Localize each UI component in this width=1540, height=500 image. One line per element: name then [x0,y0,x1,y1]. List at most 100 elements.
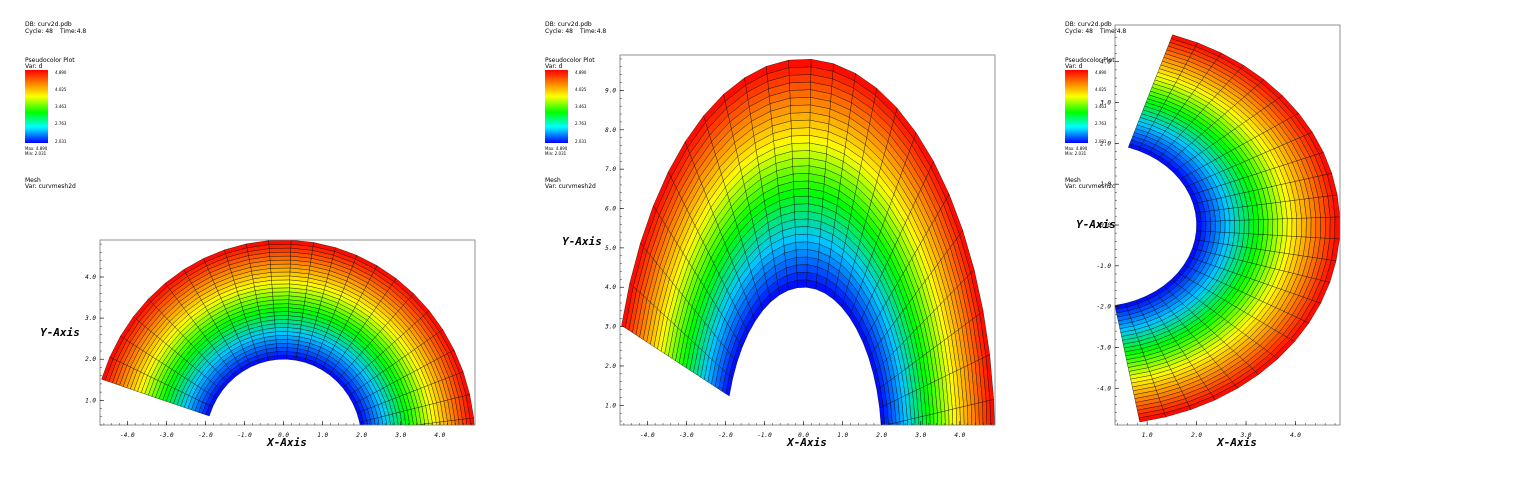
db-label: DB: curv2d.pdb [25,21,72,28]
mesh-cell [1239,219,1245,234]
mesh-cell [790,112,811,121]
y-axis-title: Y-Axis [40,326,80,339]
y-tick-label: 2.0 [1100,140,1111,147]
mesh-cell [276,347,288,352]
y-tick-label: 3.0 [1099,100,1111,107]
mesh-cell [1196,221,1202,232]
mesh-cell [1296,217,1302,237]
mesh-cell [794,226,809,235]
mesh-cell [1310,217,1317,238]
mesh-cell [788,66,812,76]
x-tick-label: 3.0 [394,432,406,439]
x-tick-label: 3.0 [1240,432,1252,439]
y-axis-title: Y-Axis [562,235,602,248]
mesh-cell [272,291,290,297]
colorbar-tick-label: 4.890 [55,70,67,75]
cycle-label: Cycle: 48 [25,28,53,35]
mesh-cell [792,165,810,175]
x-tick-label: -2.0 [198,432,213,439]
colorbar-tick-label: 3.463 [1095,104,1107,109]
x-tick-label: 4.0 [1290,432,1301,439]
mesh-cell [795,249,808,258]
mesh-cell [1215,220,1221,233]
mesh-cell [275,335,288,340]
mesh-cell [420,423,426,425]
mesh-cell [794,203,809,213]
mesh-cell [621,282,634,329]
mesh-cell [273,311,289,317]
mesh-cell [1224,220,1231,233]
x-tick-label: -4.0 [120,432,135,439]
pseudocolor-field [1115,34,1340,423]
y-tick-label: 6.0 [605,206,616,213]
x-tick-label: 2.0 [1191,432,1202,439]
mesh-cell [1286,218,1293,237]
colorbar-tick-label: 2.031 [1095,139,1107,144]
mesh-var: Var: curvmesh2d [25,183,76,190]
mesh-cell [268,240,292,245]
x-tick-label: 4.0 [434,432,445,439]
mesh-cell [424,423,429,425]
visit-panel-2: DB: curv2d.pdb Cycle: 48 Time:4.8 Pseudo… [520,0,1033,500]
y-tick-label: 5.0 [605,245,616,252]
mesh-cell [794,211,809,220]
mesh-cell [274,315,289,321]
cycle-label: Cycle: 48 [1065,28,1093,35]
min-label: Min: 2.031 [545,151,567,156]
x-tick-label: 3.0 [914,432,926,439]
mesh-cell [791,135,810,144]
mesh-cell [271,283,290,289]
mesh-cell [793,188,809,197]
mesh-cell [793,180,809,190]
mesh-cell [372,430,376,442]
mesh-cell [1253,219,1259,235]
mesh-cell [1200,221,1207,232]
mesh-cell [790,104,811,114]
mesh-cell [417,424,422,425]
legend-title: Pseudocolor Plot [545,57,595,64]
mesh-cell [101,356,114,381]
mesh-cell [793,195,809,205]
time-label: Time:4.8 [580,28,607,35]
y-tick-label: 1.0 [1100,181,1111,188]
mesh-cell [271,287,290,293]
x-tick-label: 1.0 [1142,432,1153,439]
mesh-cell [274,319,289,324]
y-tick-label: 7.0 [605,166,616,173]
mesh-cell [1277,218,1283,236]
mesh-cell [469,417,475,425]
mesh-cell [369,430,373,441]
y-axis-title: Y-Axis [1076,218,1116,231]
mesh-cell [387,428,392,441]
mesh-cell [414,424,418,425]
y-tick-label: 1.0 [85,397,96,404]
min-label: Min: 2.031 [1065,151,1087,156]
colorbar-tick-label: 2.763 [1095,121,1107,126]
mesh-cell [268,247,291,253]
mesh-cell [1282,218,1288,237]
mesh-cell [1324,216,1331,239]
mesh-cell [276,343,288,348]
colorbar [545,70,568,143]
pseudocolor-field [621,59,995,425]
x-axis-title: X-Axis [266,436,307,449]
x-tick-label: 1.0 [317,432,328,439]
y-tick-label: -2.0 [1097,304,1112,311]
mesh-cell [1262,219,1269,236]
mesh-cell [410,425,415,441]
mesh-cell [275,339,288,344]
mesh-cell [428,422,433,425]
mesh-cell [274,323,289,328]
y-tick-label: 9.0 [605,87,616,94]
mesh-cell [270,263,291,269]
max-label: Max: 4.890 [1065,146,1088,151]
legend-title: Pseudocolor Plot [1065,57,1115,64]
mesh-cell [269,259,291,265]
mesh-cell [1334,216,1340,240]
mesh-title: Mesh [545,177,561,184]
x-tick-label: 2.0 [876,432,887,439]
mesh-cell [795,241,808,250]
y-tick-label: 2.0 [85,356,96,363]
x-tick-label: -2.0 [718,432,733,439]
mesh-cell [794,218,809,228]
